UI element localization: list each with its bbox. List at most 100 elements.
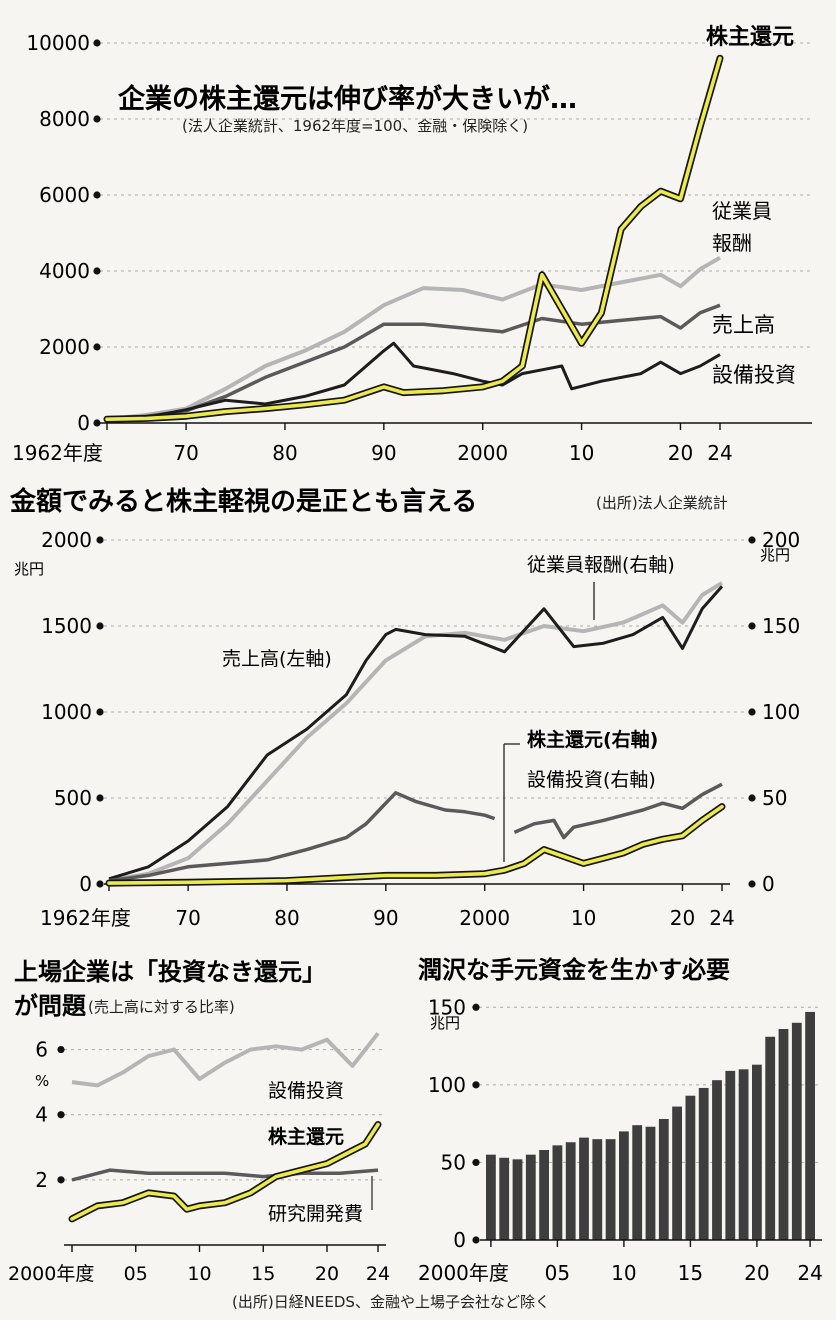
y-tick-label: 6 — [35, 1038, 48, 1062]
y-tick-label: 2000 — [39, 335, 90, 359]
bar-2022 — [778, 1028, 789, 1240]
bar-2010 — [619, 1131, 629, 1240]
series-label: 売上高 — [712, 313, 775, 337]
line-capex — [106, 341, 721, 421]
x-tick-label: 90 — [373, 906, 398, 930]
y-right-tick-label: 50 — [762, 786, 787, 810]
y-tick-label: 150 — [428, 995, 466, 1019]
bar-2024 — [805, 1011, 815, 1240]
bar-2000 — [486, 1154, 496, 1240]
x-tick-label: 24 — [707, 441, 732, 465]
chart3-title: 上場企業は「投資なき還元」 — [14, 958, 326, 986]
y-tick-dot — [472, 1081, 480, 1089]
chart3-subtitle: (売上高に対する比率) — [88, 998, 235, 1016]
bar-2005 — [552, 1145, 563, 1240]
x-tick-label: 20 — [744, 1261, 769, 1285]
chart1-subtitle: (法人企業統計、1962年度=100、金融・保険除く) — [182, 117, 528, 135]
series-label: 売上高(左軸) — [222, 648, 332, 670]
bar-2006 — [565, 1142, 576, 1240]
x-tick-label: 24 — [366, 1263, 390, 1285]
x-tick-label: 2000 — [457, 441, 508, 465]
x-tick-label: 2000年度 — [418, 1261, 509, 1285]
series-label: 研究開発費 — [268, 1203, 363, 1225]
y-tick-label: 10000 — [26, 31, 90, 55]
y-right-tick-label: 200 — [762, 528, 800, 552]
x-tick-label: 2000年度 — [8, 1263, 94, 1285]
bar-2016 — [698, 1087, 709, 1240]
x-tick-label: 24 — [709, 906, 734, 930]
y-tick-label: 0 — [77, 411, 90, 435]
chart2-source: (出所)法人企業統計 — [596, 494, 728, 512]
bar-2017 — [712, 1080, 722, 1240]
y-left-tick-dot — [96, 794, 104, 802]
y-right-tick-dot — [748, 880, 756, 888]
x-tick-label: 80 — [274, 906, 299, 930]
y-left-tick-label: 0 — [79, 872, 92, 896]
y-tick-dot — [472, 1003, 480, 1011]
y-right-tick-dot — [748, 622, 756, 630]
line-employee-comp — [106, 255, 721, 422]
series-label: 株主還元 — [706, 25, 794, 50]
bar-2013 — [658, 1118, 669, 1240]
y-left-tick-dot — [96, 622, 104, 630]
y-tick-dot — [93, 267, 101, 275]
left-axis-unit: 兆円 — [14, 560, 44, 578]
series-label: 株主還元 — [268, 1125, 344, 1148]
y-tick-dot — [472, 1158, 480, 1167]
chart4-title: 潤沢な手元資金を生かす必要 — [418, 956, 730, 984]
y-left-tick-label: 500 — [54, 786, 92, 810]
bar-2007 — [579, 1137, 589, 1240]
bar-2014 — [672, 1106, 682, 1240]
bar-2012 — [645, 1126, 656, 1240]
y-right-tick-dot — [748, 708, 756, 716]
series-label: 設備投資(右軸) — [527, 769, 656, 791]
y-left-tick-label: 1000 — [41, 700, 92, 724]
bar-2011 — [632, 1125, 643, 1240]
x-tick-label: 15 — [678, 1261, 703, 1285]
x-tick-label: 1962年度 — [40, 906, 131, 930]
y-left-tick-dot — [96, 880, 104, 888]
bar-2019 — [738, 1069, 749, 1240]
y-tick-dot — [57, 1111, 65, 1119]
x-tick-label: 80 — [272, 441, 297, 465]
y-tick-dot — [57, 1176, 65, 1184]
y-tick-label: 50 — [441, 1150, 466, 1174]
y-right-tick-label: 150 — [762, 614, 800, 638]
y-tick-label: 2 — [35, 1168, 48, 1192]
x-tick-label: 05 — [545, 1261, 570, 1285]
x-tick-label: 70 — [175, 906, 200, 930]
y-tick-dot — [472, 1236, 480, 1244]
x-tick-label: 15 — [251, 1263, 275, 1285]
x-tick-label: 20 — [315, 1263, 339, 1285]
line-rnd — [71, 1168, 379, 1182]
y-tick-label: 100 — [428, 1073, 466, 1097]
x-tick-label: 70 — [173, 441, 198, 465]
bar-2004 — [539, 1150, 549, 1240]
line-capex — [108, 782, 723, 883]
bar-2015 — [685, 1095, 696, 1240]
series-label: 報酬 — [712, 231, 752, 255]
y-tick-label: 6000 — [39, 183, 90, 207]
line-capex — [71, 1032, 380, 1088]
y-tick-dot — [93, 343, 101, 351]
y-tick-label: 4 — [35, 1103, 48, 1127]
line-shareholder-return — [70, 1122, 380, 1221]
y-tick-dot — [57, 1045, 65, 1054]
x-tick-label: 90 — [371, 441, 396, 465]
x-tick-label: 05 — [124, 1263, 148, 1285]
bar-2020 — [752, 1064, 762, 1240]
bar-2023 — [791, 1022, 802, 1240]
bar-2009 — [605, 1139, 616, 1240]
footer-source: (出所)日経NEEDS、金融や上場子会社など除く — [232, 1293, 550, 1311]
x-tick-label: 20 — [668, 441, 693, 465]
y-axis-unit: 兆円 — [430, 1014, 460, 1032]
y-right-tick-label: 100 — [762, 700, 800, 724]
x-tick-label: 10 — [611, 1261, 636, 1285]
y-tick-label: 4000 — [39, 259, 90, 283]
y-tick-dot — [93, 39, 101, 47]
line-sales — [106, 303, 721, 421]
bar-2001 — [499, 1157, 510, 1240]
x-tick-label: 24 — [797, 1261, 822, 1285]
x-tick-label: 1962年度 — [12, 441, 103, 465]
